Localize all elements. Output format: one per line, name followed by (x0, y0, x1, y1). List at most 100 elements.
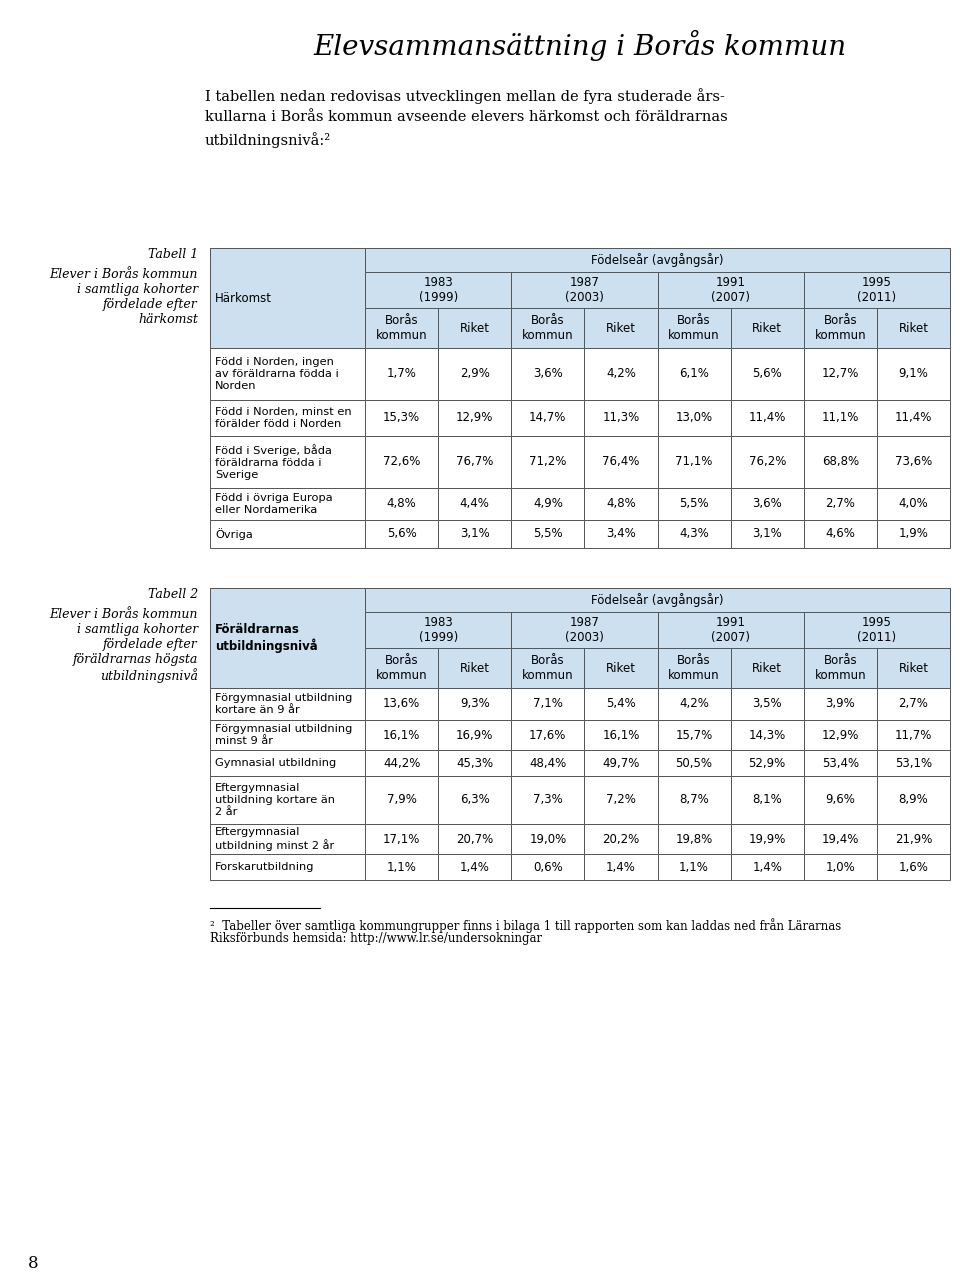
Text: 16,1%: 16,1% (383, 728, 420, 742)
Text: 19,0%: 19,0% (529, 832, 566, 845)
Bar (658, 612, 804, 648)
Text: 7,1%: 7,1% (533, 697, 563, 710)
Text: 3,6%: 3,6% (533, 368, 563, 381)
Bar (210, 588, 365, 688)
Bar (804, 436, 876, 487)
Text: härkomst: härkomst (138, 312, 198, 325)
Text: Härkomst: Härkomst (215, 292, 272, 305)
Bar (210, 720, 365, 750)
Text: 71,1%: 71,1% (676, 455, 712, 468)
Bar (365, 487, 438, 520)
Text: 13,6%: 13,6% (383, 697, 420, 710)
Text: Övriga: Övriga (215, 529, 252, 540)
Bar (804, 688, 876, 720)
Text: 8: 8 (28, 1255, 38, 1272)
Text: 76,2%: 76,2% (749, 455, 786, 468)
Bar (438, 349, 512, 400)
Text: 76,4%: 76,4% (602, 455, 639, 468)
Bar (210, 775, 365, 824)
Text: 1983
(1999): 1983 (1999) (419, 616, 458, 644)
Bar (876, 824, 950, 854)
Bar (658, 436, 731, 487)
Text: 9,1%: 9,1% (899, 368, 928, 381)
Bar (365, 248, 950, 273)
Text: 5,6%: 5,6% (387, 527, 417, 540)
Bar (365, 775, 438, 824)
Text: 8,7%: 8,7% (679, 793, 708, 806)
Bar (210, 750, 365, 775)
Text: 3,1%: 3,1% (753, 527, 782, 540)
Bar (876, 487, 950, 520)
Bar (876, 854, 950, 880)
Bar (658, 750, 731, 775)
Text: 5,5%: 5,5% (533, 527, 563, 540)
Text: 11,7%: 11,7% (895, 728, 932, 742)
Text: 15,3%: 15,3% (383, 412, 420, 424)
Bar (210, 520, 365, 548)
Bar (658, 520, 731, 548)
Bar (585, 824, 658, 854)
Text: Född i Sverige, båda
föräldrarna födda i
Sverige: Född i Sverige, båda föräldrarna födda i… (215, 444, 332, 480)
Text: Riket: Riket (606, 322, 636, 334)
Text: 6,3%: 6,3% (460, 793, 490, 806)
Text: 16,9%: 16,9% (456, 728, 493, 742)
Bar (658, 309, 731, 349)
Text: Borås
kommun: Borås kommun (668, 653, 720, 683)
Bar (365, 688, 438, 720)
Bar (365, 588, 950, 612)
Bar (512, 854, 585, 880)
Text: 3,9%: 3,9% (826, 697, 855, 710)
Text: Forskarutbildning: Forskarutbildning (215, 862, 315, 872)
Bar (365, 720, 438, 750)
Text: 2,9%: 2,9% (460, 368, 490, 381)
Text: 53,1%: 53,1% (895, 756, 932, 769)
Text: 4,2%: 4,2% (606, 368, 636, 381)
Bar (585, 775, 658, 824)
Bar (438, 688, 512, 720)
Text: 8,9%: 8,9% (899, 793, 928, 806)
Text: 8,1%: 8,1% (753, 793, 782, 806)
Text: 1995
(2011): 1995 (2011) (857, 275, 897, 305)
Text: 1,1%: 1,1% (387, 860, 417, 873)
Text: Borås
kommun: Borås kommun (814, 314, 866, 342)
Text: 1,9%: 1,9% (899, 527, 928, 540)
Text: 44,2%: 44,2% (383, 756, 420, 769)
Text: Född i övriga Europa
eller Nordamerika: Född i övriga Europa eller Nordamerika (215, 493, 332, 514)
Text: 14,7%: 14,7% (529, 412, 566, 424)
Text: 4,4%: 4,4% (460, 498, 490, 511)
Text: 14,3%: 14,3% (749, 728, 786, 742)
Bar (876, 648, 950, 688)
Text: 17,1%: 17,1% (383, 832, 420, 845)
Bar (876, 720, 950, 750)
Text: Borås
kommun: Borås kommun (522, 653, 574, 683)
Bar (731, 688, 804, 720)
Bar (804, 775, 876, 824)
Bar (731, 824, 804, 854)
Bar (658, 854, 731, 880)
Bar (876, 750, 950, 775)
Text: 7,3%: 7,3% (533, 793, 563, 806)
Bar (512, 612, 658, 648)
Text: 9,6%: 9,6% (826, 793, 855, 806)
Bar (365, 273, 512, 309)
Text: 4,2%: 4,2% (679, 697, 709, 710)
Text: Riket: Riket (753, 661, 782, 674)
Bar (876, 688, 950, 720)
Bar (512, 400, 585, 436)
Text: 73,6%: 73,6% (895, 455, 932, 468)
Text: fördelade efter: fördelade efter (104, 638, 198, 651)
Bar (658, 688, 731, 720)
Text: 0,6%: 0,6% (533, 860, 563, 873)
Text: 9,3%: 9,3% (460, 697, 490, 710)
Bar (804, 854, 876, 880)
Bar (804, 648, 876, 688)
Text: 20,7%: 20,7% (456, 832, 493, 845)
Bar (658, 648, 731, 688)
Text: Förgymnasial utbildning
minst 9 år: Förgymnasial utbildning minst 9 år (215, 724, 352, 746)
Text: 4,6%: 4,6% (826, 527, 855, 540)
Text: Elever i Borås kommun: Elever i Borås kommun (50, 608, 198, 621)
Text: 1991
(2007): 1991 (2007) (711, 616, 750, 644)
Text: 11,4%: 11,4% (749, 412, 786, 424)
Text: 5,4%: 5,4% (606, 697, 636, 710)
Text: 1,4%: 1,4% (753, 860, 782, 873)
